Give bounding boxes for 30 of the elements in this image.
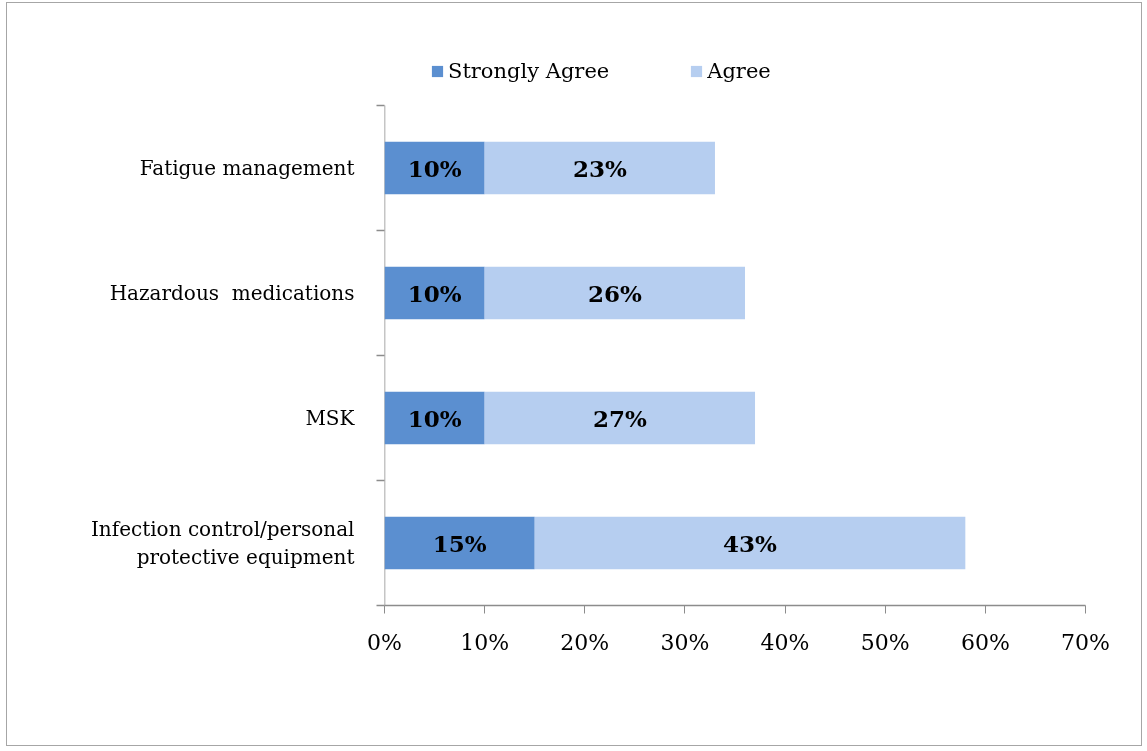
x-tick-label: 10%: [460, 629, 510, 655]
data-label: 26%: [587, 279, 642, 307]
data-label: 15%: [432, 529, 487, 557]
bar: [484, 141, 715, 195]
bar: [534, 516, 966, 570]
data-label: 10%: [407, 404, 462, 432]
bar: [484, 266, 746, 320]
data-label: 10%: [407, 154, 462, 182]
legend-label: Strongly Agree: [448, 59, 610, 83]
data-label: 43%: [723, 529, 778, 557]
data-label: 10%: [407, 279, 462, 307]
x-tick-label: 70%: [1061, 629, 1110, 655]
bar: [384, 516, 535, 570]
bar: [384, 266, 485, 320]
y-tick-label: Infection control/personal protective equipment: [90, 516, 355, 570]
data-label: 27%: [592, 404, 647, 432]
x-tick-label: 0%: [367, 629, 402, 655]
bar: [384, 391, 485, 445]
legend-label: Agree: [707, 59, 771, 83]
y-tick-label: MSK: [305, 406, 356, 430]
bar: [484, 391, 756, 445]
x-tick-label: 40%: [760, 629, 810, 655]
x-tick-label: 50%: [860, 629, 910, 655]
bar: [384, 141, 485, 195]
data-label: 23%: [572, 154, 627, 182]
x-tick-label: 60%: [960, 629, 1010, 655]
x-tick-label: 30%: [660, 629, 710, 655]
x-tick-label: 20%: [560, 629, 610, 655]
y-tick-label: Fatigue management: [139, 156, 355, 180]
y-tick-label: Hazardous medications: [109, 281, 355, 305]
